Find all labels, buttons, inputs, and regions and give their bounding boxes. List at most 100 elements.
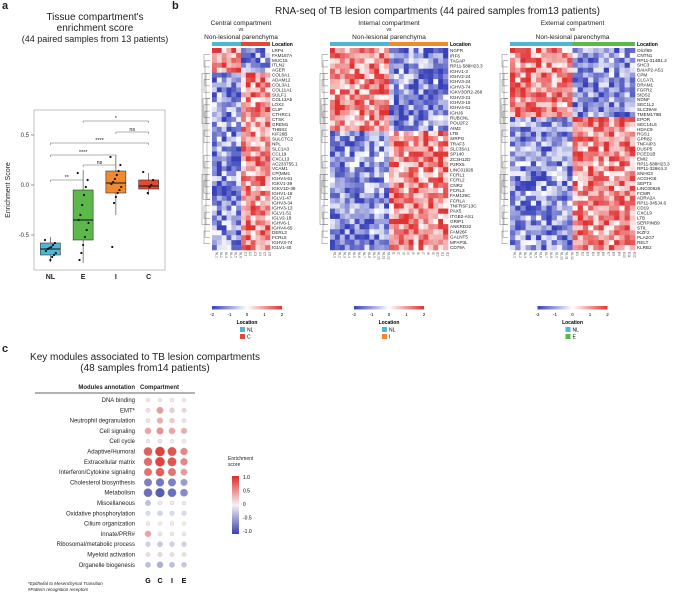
heatmap-cell xyxy=(572,220,579,226)
heatmap-cell xyxy=(629,151,636,157)
heatmap-cell xyxy=(330,73,336,80)
heatmap-cell xyxy=(536,72,542,78)
heatmap-cell xyxy=(562,116,568,123)
heatmap-cell xyxy=(572,107,579,113)
heatmap-cell xyxy=(403,84,409,90)
heatmap-cell xyxy=(403,239,409,246)
heatmap-cell xyxy=(245,171,251,177)
heatmap-cell xyxy=(265,102,271,108)
location-legend-title: Location xyxy=(379,320,400,326)
heatmap-cell xyxy=(629,156,636,162)
heatmap-cell xyxy=(541,131,547,137)
heatmap-cell xyxy=(349,213,355,220)
heatmap-cell xyxy=(221,200,227,206)
module-dot xyxy=(156,427,164,435)
heatmap-cell xyxy=(389,110,395,116)
heatmap-cell xyxy=(369,182,375,189)
heatmap-cell xyxy=(359,120,365,126)
heatmap-cell xyxy=(443,99,449,106)
heatmap-cell xyxy=(330,182,336,189)
heatmap-cell xyxy=(379,68,385,75)
heatmap-cell xyxy=(520,205,526,211)
gene-label: VCAM1 xyxy=(272,166,288,171)
heatmap-cell xyxy=(384,146,390,152)
gene-label: IGHV1-18 xyxy=(272,191,293,196)
heatmap-cell xyxy=(344,104,350,111)
heatmap-cell xyxy=(593,136,599,142)
heatmap-cell xyxy=(608,171,615,177)
heatmap-cell xyxy=(339,224,346,230)
dendrogram-branch xyxy=(499,174,508,225)
heatmap-cell xyxy=(619,131,625,137)
heatmap-cell xyxy=(359,130,365,137)
heatmap-cell xyxy=(433,89,439,95)
gene-label: DUSP5 xyxy=(637,146,653,151)
heatmap-cell xyxy=(250,156,256,162)
location-bar-nl xyxy=(510,42,573,46)
heatmap-cell xyxy=(598,131,605,137)
heatmap-cell xyxy=(551,200,558,206)
heatmap-cell xyxy=(250,245,256,251)
heatmap-cell xyxy=(334,234,341,240)
heatmap-cell xyxy=(418,94,424,101)
heatmap-cell xyxy=(389,84,395,90)
heatmap-cell xyxy=(525,48,532,54)
heatmap-cell xyxy=(603,176,610,182)
heatmap-cell xyxy=(572,240,579,246)
heatmap-cell xyxy=(241,161,247,167)
heatmap-cell xyxy=(551,225,558,231)
footnote-emt: *Epithelial to Mesenchymal Transition xyxy=(28,581,103,586)
enrichment-legend-tick: 1.0 xyxy=(243,475,250,481)
heatmap-cell xyxy=(572,116,579,123)
heatmap-cell xyxy=(334,146,341,152)
heatmap-cell xyxy=(260,62,266,69)
heatmap-cell xyxy=(551,161,558,167)
y-tick-label: -0.5 xyxy=(19,233,30,239)
heatmap-cell xyxy=(428,161,434,168)
heatmap-cell xyxy=(443,115,449,121)
heatmap-cell xyxy=(520,210,526,216)
heatmap-cell xyxy=(438,120,444,126)
heatmap-cell xyxy=(393,234,400,240)
heatmap-cell xyxy=(379,213,385,220)
heatmap-cell xyxy=(582,131,589,137)
heatmap-cell xyxy=(515,220,521,226)
heatmap-cell xyxy=(438,167,444,173)
heatmap-cell xyxy=(216,166,222,172)
heatmap-cell xyxy=(438,84,444,90)
heatmap-cell xyxy=(598,62,605,69)
gene-label: SEPT3 xyxy=(637,181,652,186)
heatmap-cell xyxy=(226,240,232,246)
heatmap-cell xyxy=(241,67,247,73)
heatmap-cell xyxy=(364,229,370,235)
heatmap-cell xyxy=(546,77,552,83)
heatmap-cell xyxy=(384,115,390,121)
heatmap-cell xyxy=(556,48,563,54)
heatmap-cell xyxy=(334,193,341,199)
heatmap-cell xyxy=(556,166,563,172)
heatmap-cell xyxy=(245,92,251,98)
heatmap-cell xyxy=(413,151,419,158)
module-dot xyxy=(145,439,151,444)
heatmap-cell xyxy=(530,107,537,113)
heatmap-cell xyxy=(510,181,516,187)
heatmap-cell xyxy=(428,146,434,152)
heatmap-cell xyxy=(629,72,636,78)
heatmap-cell xyxy=(265,205,271,211)
compartment-label: C xyxy=(157,578,162,585)
heatmap-cell xyxy=(614,107,620,113)
heatmap-cell xyxy=(629,57,636,64)
heatmap-cell xyxy=(255,48,261,54)
module-dot xyxy=(168,427,176,435)
heatmap-cell xyxy=(389,68,395,75)
heatmap-cell xyxy=(530,87,537,93)
heatmap-cell xyxy=(236,230,242,236)
heatmap-cell xyxy=(556,77,563,83)
heatmap-cell xyxy=(216,146,222,152)
heatmap-cell xyxy=(438,156,444,163)
heatmap-cell xyxy=(389,146,395,152)
data-point xyxy=(78,258,81,262)
heatmap-cell xyxy=(231,131,237,137)
heatmap-cell xyxy=(572,235,579,241)
heatmap-cell xyxy=(593,171,599,177)
